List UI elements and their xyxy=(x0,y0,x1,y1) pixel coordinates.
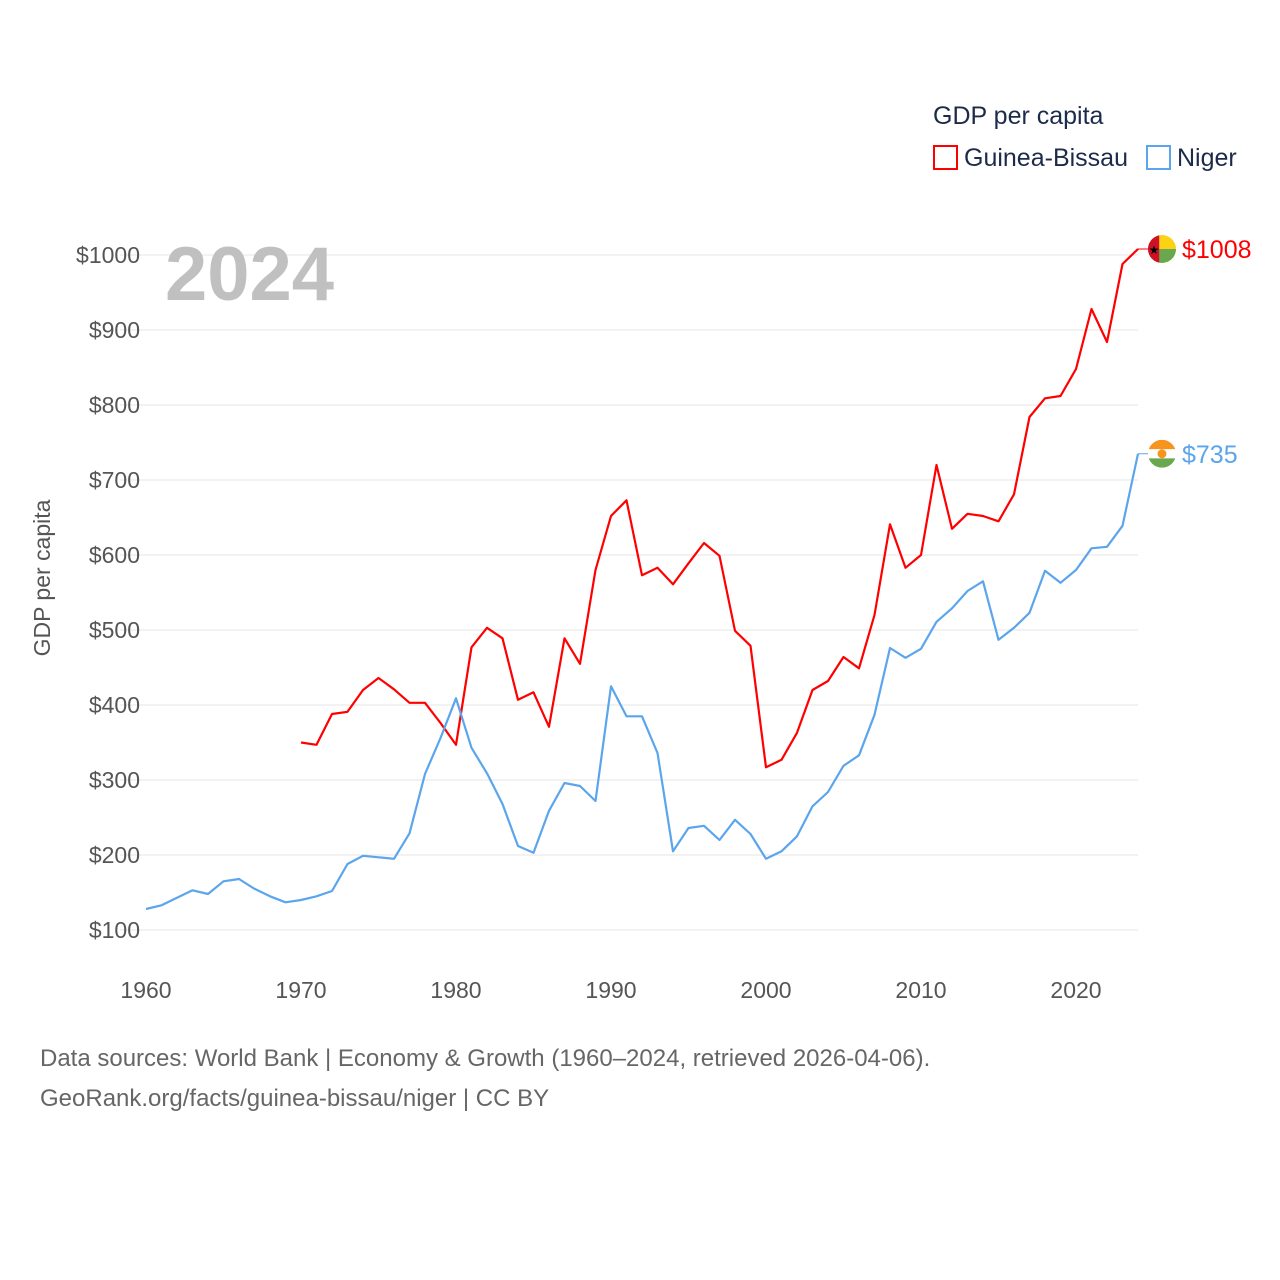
niger-flag-icon xyxy=(1148,439,1176,468)
y-tick-label: $600 xyxy=(89,542,140,568)
y-tick-label: $500 xyxy=(89,617,140,643)
legend-swatch-guinea-bissau xyxy=(933,145,958,170)
legend-swatch-niger xyxy=(1146,145,1171,170)
y-tick-label: $100 xyxy=(89,917,140,943)
x-tick-label: 1970 xyxy=(275,977,326,1003)
svg-text:★: ★ xyxy=(1149,243,1160,257)
legend-item-guinea-bissau[interactable]: Guinea-Bissau xyxy=(933,144,1128,172)
x-tick-label: 1990 xyxy=(585,977,636,1003)
y-tick-label: $700 xyxy=(89,467,140,493)
y-tick-label: $800 xyxy=(89,392,140,418)
legend-label-niger: Niger xyxy=(1177,144,1237,172)
x-tick-label: 1960 xyxy=(120,977,171,1003)
series-line-niger xyxy=(145,453,1140,911)
x-tick-label: 2010 xyxy=(895,977,946,1003)
legend-item-niger[interactable]: Niger xyxy=(1146,144,1237,172)
year-watermark: 2024 xyxy=(165,232,334,317)
end-value-label: $1008 xyxy=(1182,236,1252,264)
x-tick-label: 2020 xyxy=(1050,977,1101,1003)
y-tick-label: $1000 xyxy=(76,242,140,268)
x-tick-label: 1980 xyxy=(430,977,481,1003)
footer-link[interactable]: GeoRank.org/facts/guinea-bissau/niger | … xyxy=(40,1085,550,1112)
end-value-label: $735 xyxy=(1182,441,1238,469)
y-tick-label: $300 xyxy=(89,767,140,793)
guinea-bissau-flag-icon: ★ xyxy=(1148,235,1176,263)
y-tick-label: $400 xyxy=(89,692,140,718)
series-line-guinea-bissau xyxy=(300,248,1139,769)
y-tick-label: $200 xyxy=(89,842,140,868)
y-tick-label: $900 xyxy=(89,317,140,343)
x-tick-label: 2000 xyxy=(740,977,791,1003)
legend-title: GDP per capita xyxy=(933,102,1104,130)
legend-label-guinea-bissau: Guinea-Bissau xyxy=(964,144,1128,172)
y-axis-label: GDP per capita xyxy=(29,499,55,656)
footer-sources: Data sources: World Bank | Economy & Gro… xyxy=(40,1045,931,1072)
